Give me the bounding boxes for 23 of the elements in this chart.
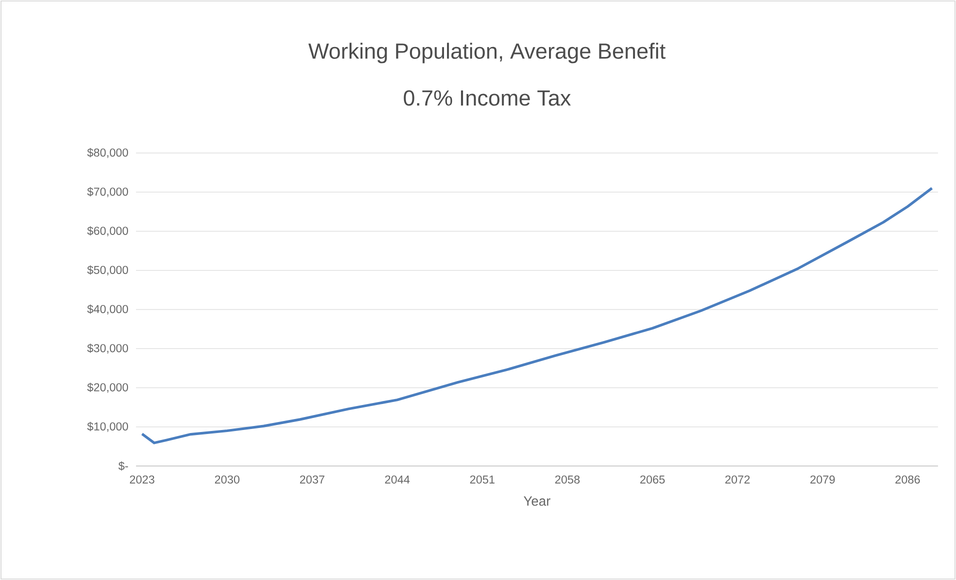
- y-tick-label: $60,000: [87, 226, 128, 236]
- y-tick-label: $30,000: [87, 344, 128, 354]
- x-tick-label: 2044: [385, 475, 410, 484]
- line-series: [140, 186, 934, 444]
- x-tick-label: 2023: [130, 475, 154, 484]
- x-tick-label: 2037: [300, 475, 324, 484]
- y-tick-label: $70,000: [87, 187, 128, 198]
- x-tick-label: 2072: [725, 475, 750, 484]
- x-tick-label: 2065: [640, 475, 665, 484]
- y-tick-label: $80,000: [87, 148, 128, 158]
- y-tick-label: $40,000: [87, 304, 128, 314]
- y-tick-label: $10,000: [87, 422, 128, 432]
- x-axis-title: Year: [524, 496, 550, 506]
- y-tick-label: $50,000: [87, 265, 128, 276]
- y-tick-label: $20,000: [87, 382, 128, 393]
- x-tick-label: 2058: [555, 475, 580, 484]
- x-tick-label: 2079: [810, 475, 835, 484]
- x-tick-label: 2051: [470, 475, 495, 484]
- x-tick-label: 2030: [214, 475, 240, 484]
- chart-title: Working Population, Average Benefit: [308, 42, 666, 64]
- x-tick-label: 2086: [895, 475, 920, 484]
- chart-subtitle: 0.7% Income Tax: [404, 90, 571, 106]
- y-tick-label: $-: [118, 461, 128, 471]
